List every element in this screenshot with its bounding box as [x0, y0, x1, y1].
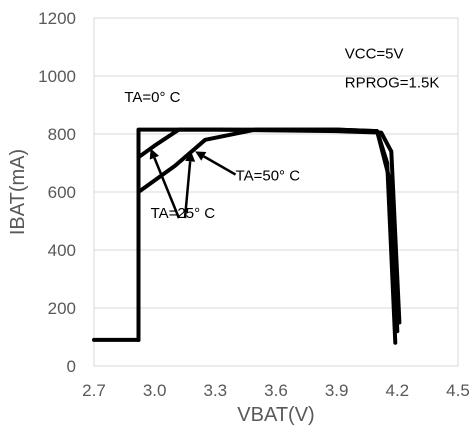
annotation-label: RPROG=1.5K: [345, 75, 440, 92]
arrow-head: [185, 151, 196, 162]
x-axis-title: VBAT(V): [237, 404, 314, 426]
y-tick-label: 1000: [38, 67, 76, 86]
series-line: [136, 127, 402, 342]
y-axis-title: IBAT(mA): [7, 149, 29, 235]
y-tick-label: 800: [48, 125, 76, 144]
plot-frame: [93, 17, 459, 367]
arrow-head: [149, 148, 160, 160]
y-tick-label: 400: [48, 241, 76, 260]
y-tick-label: 600: [48, 183, 76, 202]
x-tick-label: 4.5: [446, 381, 469, 400]
gridlines: [94, 17, 458, 367]
annotation-label: TA=0° C: [124, 89, 180, 106]
x-tick-label: 4.2: [386, 381, 410, 400]
x-tick-label: 3.3: [204, 381, 228, 400]
annotation-label: TA=50° C: [236, 167, 301, 184]
x-tick-label: 2.7: [82, 381, 106, 400]
y-tick-label: 1200: [38, 9, 76, 28]
annotation-label: TA=25° C: [151, 205, 216, 222]
y-tick-label: 200: [48, 299, 76, 318]
x-tick-label: 3.0: [143, 381, 167, 400]
arrow-head: [195, 151, 207, 161]
x-tick-labels: 2.7 3.0 3.3 3.6 3.9 4.2 4.5: [82, 381, 469, 400]
x-tick-label: 3.9: [325, 381, 349, 400]
annotation-arrow: [183, 161, 192, 219]
series-curves: [92, 127, 402, 345]
x-tick-label: 3.6: [264, 381, 288, 400]
annotation-arrows: [149, 148, 237, 219]
annotation-arrow: [203, 155, 237, 176]
y-tick-label: 0: [67, 357, 76, 376]
y-tick-labels: 0 200 400 600 800 1000 1200: [38, 9, 76, 376]
annotation-arrow: [153, 157, 181, 219]
annotations: TA=0° C TA=25° C TA=50° C VCC=5V RPROG=1.5K: [124, 46, 439, 223]
annotation-label: VCC=5V: [345, 46, 404, 63]
